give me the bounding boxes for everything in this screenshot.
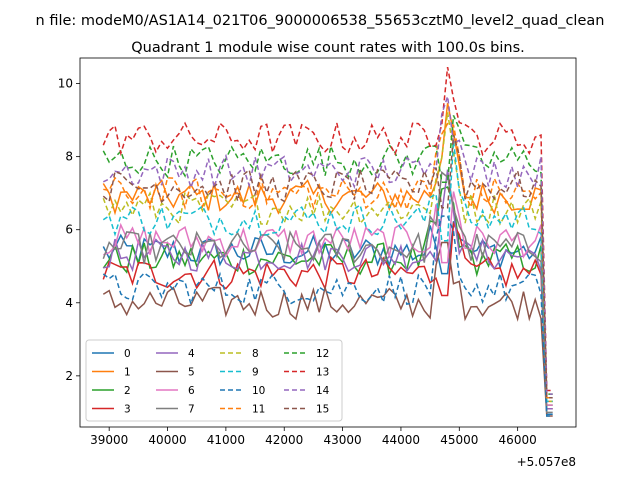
series-line-11: [103, 122, 553, 399]
x-tick-label: 45000: [440, 433, 478, 447]
legend-label-14: 14: [316, 385, 330, 397]
series-line-8: [102, 112, 553, 403]
x-axis: 39000 40000 41000 42000 43000 44000 45000 46000: [90, 427, 537, 447]
legend-label-9: 9: [252, 367, 259, 379]
legend-label-8: 8: [252, 348, 259, 360]
legend-label-0: 0: [124, 348, 131, 360]
legend-label-1: 1: [124, 367, 131, 379]
y-axis: 2 4 6 8 10: [58, 77, 80, 383]
series-line-6: [103, 191, 553, 406]
y-tick-label: 6: [65, 223, 73, 237]
y-tick-label: 8: [65, 150, 73, 164]
x-tick-label: 42000: [265, 433, 303, 447]
legend-box: [85, 339, 343, 422]
series-line-12: [102, 115, 553, 395]
legend-label-10: 10: [252, 385, 265, 397]
series-line-10: [102, 215, 553, 417]
series-line-4: [103, 169, 553, 410]
series-line-14: [102, 96, 553, 395]
series-line-5: [102, 241, 553, 417]
series-line-1: [102, 103, 553, 403]
figure-suptitle: n file: modeM0/AS1A14_021T06_9000006538_…: [36, 13, 605, 29]
legend-label-7: 7: [188, 404, 195, 416]
chart-title: Quadrant 1 module wise count rates with …: [131, 40, 525, 56]
plot-frame: [79, 57, 577, 428]
series-line-13: [102, 66, 553, 392]
legend-label-3: 3: [124, 404, 131, 416]
legend-label-12: 12: [316, 348, 329, 360]
legend-label-2: 2: [124, 385, 131, 397]
x-tick-label: 44000: [382, 433, 420, 447]
series-line-3: [102, 221, 553, 410]
x-tick-label: 40000: [148, 433, 186, 447]
x-tick-label: 46000: [499, 433, 537, 447]
x-tick-label: 39000: [90, 433, 128, 447]
legend-label-11: 11: [252, 404, 265, 416]
y-tick-label: 2: [65, 369, 73, 383]
x-offset-label: +5.057e8: [517, 455, 576, 469]
x-tick-label: 41000: [207, 433, 245, 447]
series-line-15: [102, 134, 553, 399]
legend-label-6: 6: [188, 385, 195, 397]
legend-label-13: 13: [316, 367, 329, 379]
series-line-2: [102, 186, 553, 406]
plot-series-group: [102, 66, 553, 417]
legend-label-5: 5: [188, 367, 195, 379]
y-tick-label: 4: [65, 296, 73, 310]
x-tick-label: 43000: [323, 433, 361, 447]
series-line-9: [102, 140, 553, 403]
y-tick-label: 10: [58, 77, 73, 91]
series-line-0: [102, 221, 553, 415]
series-line-7: [102, 170, 553, 414]
legend-label-15: 15: [316, 404, 329, 416]
legend-label-4: 4: [188, 348, 195, 360]
